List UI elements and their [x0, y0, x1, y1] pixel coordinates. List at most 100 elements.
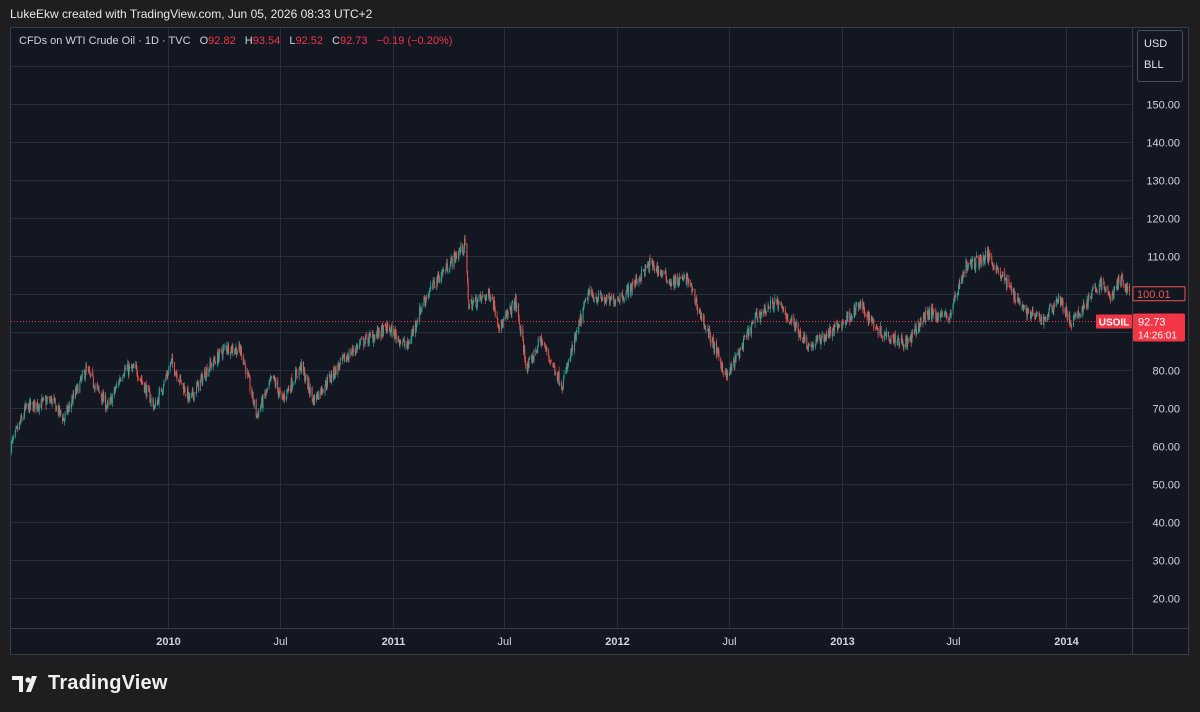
candle-up[interactable] — [961, 274, 963, 285]
candle-down[interactable] — [32, 402, 34, 404]
candle-up[interactable] — [940, 308, 942, 319]
candle-up[interactable] — [328, 370, 330, 378]
candle-up[interactable] — [425, 296, 427, 308]
candle-down[interactable] — [239, 344, 241, 356]
candle-down[interactable] — [380, 331, 382, 341]
candle-up[interactable] — [862, 301, 864, 310]
candle-up[interactable] — [24, 403, 26, 419]
candle-up[interactable] — [578, 318, 580, 326]
candle-up[interactable] — [355, 343, 357, 354]
candle-down[interactable] — [200, 374, 202, 383]
candle-up[interactable] — [803, 331, 805, 344]
candle-up[interactable] — [318, 390, 320, 400]
candle-down[interactable] — [898, 338, 900, 349]
candle-up[interactable] — [1111, 291, 1113, 302]
candle-up[interactable] — [776, 295, 778, 304]
candle-up[interactable] — [974, 263, 976, 273]
candle-up[interactable] — [795, 321, 797, 333]
candle-down[interactable] — [801, 337, 803, 343]
candle-up[interactable] — [132, 364, 134, 373]
candle-up[interactable] — [982, 252, 984, 267]
candle-down[interactable] — [387, 322, 389, 332]
candle-up[interactable] — [146, 384, 148, 398]
candle-up[interactable] — [12, 435, 14, 444]
candle-down[interactable] — [459, 247, 461, 256]
symbol-title[interactable]: CFDs on WTI Crude Oil · 1D · TVC — [19, 35, 191, 47]
candle-down[interactable] — [185, 393, 187, 398]
candle-up[interactable] — [760, 311, 762, 325]
candle-up[interactable] — [565, 367, 567, 375]
candle-down[interactable] — [385, 325, 387, 334]
candle-up[interactable] — [412, 325, 414, 337]
candle-up[interactable] — [855, 301, 857, 315]
candle-up[interactable] — [605, 294, 607, 306]
candle-up[interactable] — [458, 247, 460, 260]
candle-up[interactable] — [49, 396, 51, 403]
candle-up[interactable] — [708, 325, 710, 340]
candle-down[interactable] — [937, 312, 939, 324]
candle-down[interactable] — [75, 386, 77, 395]
candle-down[interactable] — [338, 360, 340, 371]
candle-down[interactable] — [307, 374, 309, 390]
candle-up[interactable] — [1041, 313, 1043, 325]
candle-up[interactable] — [919, 317, 921, 328]
candle-up[interactable] — [535, 348, 537, 354]
candle-down[interactable] — [462, 243, 464, 255]
candle-up[interactable] — [463, 235, 465, 254]
candle-up[interactable] — [128, 365, 130, 377]
candle-down[interactable] — [135, 361, 137, 370]
candle-up[interactable] — [559, 381, 561, 387]
candle-down[interactable] — [522, 324, 524, 341]
candle-down[interactable] — [1071, 324, 1073, 331]
candle-down[interactable] — [253, 398, 255, 407]
candle-up[interactable] — [1117, 275, 1119, 291]
candle-up[interactable] — [72, 390, 74, 406]
candle-up[interactable] — [808, 341, 810, 352]
chart-pane[interactable]: 160.00150.00140.00130.00120.00110.00100.… — [10, 27, 1189, 655]
candle-down[interactable] — [149, 388, 151, 403]
candle-up[interactable] — [896, 340, 898, 346]
candle-down[interactable] — [89, 373, 91, 379]
candle-down[interactable] — [357, 344, 359, 353]
candle-down[interactable] — [499, 325, 501, 333]
candle-up[interactable] — [578, 320, 580, 335]
candle-down[interactable] — [381, 322, 383, 332]
candle-up[interactable] — [914, 324, 916, 334]
candle-up[interactable] — [374, 334, 376, 344]
candle-up[interactable] — [929, 306, 931, 321]
candle-up[interactable] — [170, 358, 172, 364]
candle-down[interactable] — [1056, 298, 1058, 303]
candle-down[interactable] — [270, 376, 272, 382]
candle-up[interactable] — [527, 363, 529, 375]
candle-up[interactable] — [1090, 292, 1092, 303]
candle-up[interactable] — [449, 260, 451, 268]
candle-up[interactable] — [867, 311, 869, 317]
candle-up[interactable] — [279, 387, 281, 397]
candle-up[interactable] — [153, 404, 155, 411]
candle-down[interactable] — [89, 365, 91, 375]
candle-down[interactable] — [782, 306, 784, 313]
candle-down[interactable] — [948, 316, 950, 324]
candle-down[interactable] — [942, 310, 944, 318]
candle-up[interactable] — [948, 318, 950, 324]
candle-up[interactable] — [320, 385, 322, 395]
candle-up[interactable] — [354, 346, 356, 356]
candle-up[interactable] — [470, 298, 472, 304]
candle-up[interactable] — [1104, 286, 1106, 294]
candle-down[interactable] — [845, 320, 847, 326]
candle-up[interactable] — [463, 245, 465, 256]
candle-up[interactable] — [638, 277, 640, 287]
candle-down[interactable] — [247, 370, 249, 378]
candle-up[interactable] — [326, 373, 328, 389]
candle-down[interactable] — [441, 268, 443, 275]
candle-down[interactable] — [279, 387, 281, 395]
candle-down[interactable] — [438, 274, 440, 284]
candle-down[interactable] — [479, 291, 481, 301]
candle-down[interactable] — [606, 294, 608, 302]
candle-up[interactable] — [197, 379, 199, 386]
candle-up[interactable] — [537, 336, 539, 348]
candle-down[interactable] — [475, 295, 477, 308]
candle-down[interactable] — [885, 331, 887, 337]
candle-up[interactable] — [811, 341, 813, 348]
candle-up[interactable] — [593, 296, 595, 303]
